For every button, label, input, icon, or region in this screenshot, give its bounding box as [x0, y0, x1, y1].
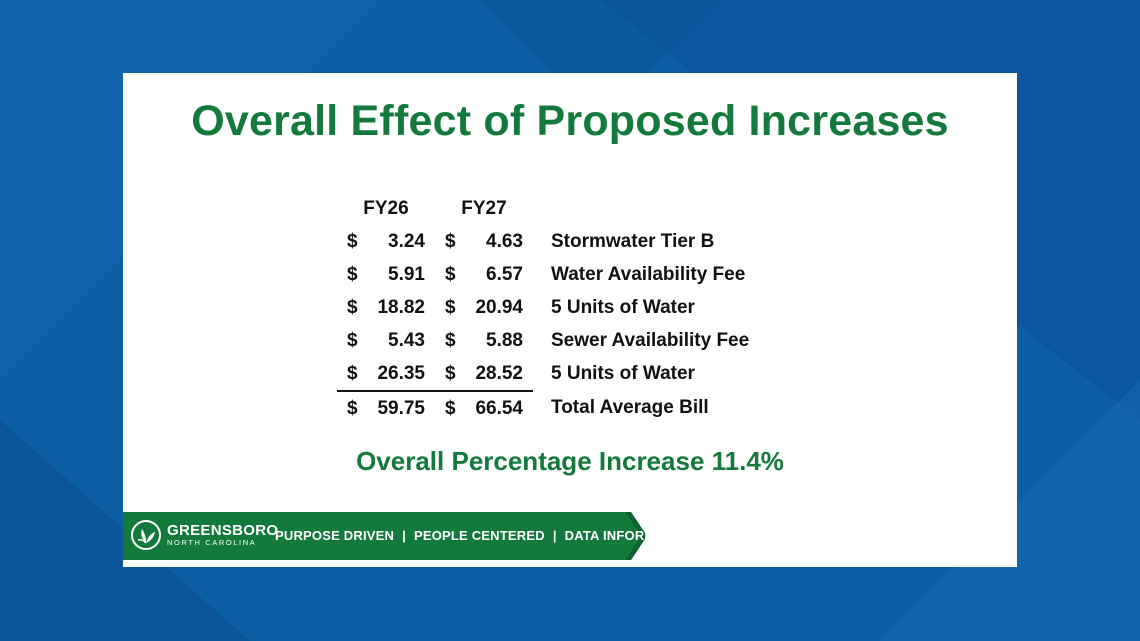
fy27-value: 5.88	[486, 329, 523, 351]
table-row: $ 3.24 $ 4.63 Stormwater Tier B	[337, 225, 749, 258]
fy26-total-value: 59.75	[377, 397, 425, 419]
logo-city: GREENSBORO	[167, 522, 279, 539]
footer-banner: GREENSBORO NORTH CAROLINA PURPOSE DRIVEN…	[123, 512, 674, 560]
row-label: Stormwater Tier B	[551, 230, 715, 252]
slide: Overall Effect of Proposed Increases FY2…	[123, 73, 1017, 567]
currency-symbol: $	[445, 263, 456, 285]
currency-symbol: $	[445, 230, 456, 252]
row-label: Sewer Availability Fee	[551, 329, 750, 351]
table-row: $ 26.35 $ 28.52 5 Units of Water	[337, 357, 749, 392]
fy26-value: 18.82	[377, 296, 425, 318]
row-label: 5 Units of Water	[551, 363, 695, 384]
table-row: $ 5.43 $ 5.88 Sewer Availability Fee	[337, 324, 749, 357]
fy26-value: 5.43	[388, 329, 425, 351]
row-label: 5 Units of Water	[551, 296, 695, 318]
tagline-purpose: PURPOSE DRIVEN	[275, 528, 395, 543]
table-header-row: FY26 FY27	[337, 192, 749, 225]
fy26-value: 5.91	[388, 263, 425, 285]
currency-symbol: $	[445, 329, 456, 351]
fy26-value: 3.24	[388, 230, 425, 252]
logo-wordmark: GREENSBORO NORTH CAROLINA	[167, 523, 278, 547]
tagline-data: DATA INFORMED	[564, 528, 674, 543]
fy27-value: 20.94	[475, 296, 523, 318]
tagline: PURPOSE DRIVEN | PEOPLE CENTERED | DATA INFO…	[275, 528, 674, 543]
currency-symbol: $	[337, 357, 371, 392]
percentage-summary: Overall Percentage Increase 11.4%	[356, 446, 784, 476]
table-total-row: $ 59.75 $ 66.54 Total Average Bill	[337, 391, 749, 425]
tagline-people: PEOPLE CENTERED	[413, 528, 545, 543]
table-row: $ 18.82 $ 20.94 5 Units of Water	[337, 291, 749, 324]
currency-symbol: $	[435, 357, 469, 392]
column-header-fy26: FY26	[363, 197, 409, 219]
total-label: Total Average Bill	[551, 397, 709, 418]
fy27-value: 6.57	[486, 263, 523, 285]
currency-symbol: $	[445, 296, 456, 318]
fy27-value: 4.63	[486, 230, 523, 252]
currency-symbol: $	[347, 296, 358, 318]
currency-symbol: $	[347, 230, 358, 252]
greensboro-leaf-logo-icon	[131, 520, 161, 550]
slide-title: Overall Effect of Proposed Increases	[191, 97, 949, 145]
table-row: $ 5.91 $ 6.57 Water Availability Fee	[337, 258, 749, 291]
currency-symbol: $	[445, 397, 456, 419]
currency-symbol: $	[347, 397, 358, 419]
tagline-separator: |	[402, 528, 406, 543]
fy26-value: 26.35	[371, 357, 435, 392]
logo-state: NORTH CAROLINA	[167, 538, 257, 547]
currency-symbol: $	[347, 263, 358, 285]
tagline-separator: |	[552, 528, 557, 543]
row-label: Water Availability Fee	[551, 263, 746, 285]
currency-symbol: $	[347, 329, 358, 351]
fy27-value: 28.52	[469, 357, 533, 392]
footer-banner-shape	[123, 512, 647, 560]
column-header-fy27: FY27	[461, 197, 507, 219]
rates-table: FY26 FY27 $ 3.24 $ 4.63 Stormwater Tier …	[337, 192, 749, 425]
fy27-total-value: 66.54	[475, 397, 523, 419]
